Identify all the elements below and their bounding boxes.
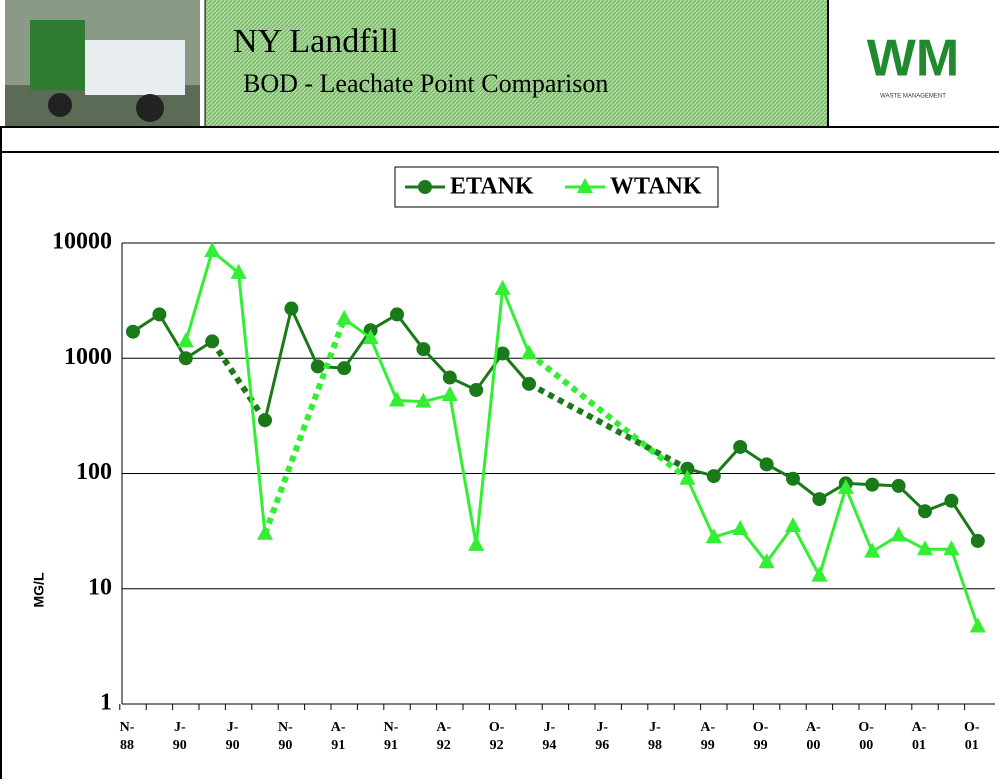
data-point: [230, 263, 247, 279]
data-point: [441, 385, 458, 401]
data-point: [918, 504, 932, 519]
header-band: [205, 0, 827, 126]
y-tick-label: 1: [100, 690, 112, 716]
wm-logo: WM WASTE MANAGEMENT: [833, 10, 993, 115]
legend-box: [394, 166, 719, 208]
data-point: [706, 469, 721, 484]
data-point: [521, 344, 537, 360]
gap-bridge: [209, 339, 268, 422]
x-tick-label: O-01: [964, 720, 980, 753]
data-point: [126, 324, 140, 339]
x-tick-label: A-91: [331, 720, 346, 753]
data-point: [152, 307, 167, 322]
data-point: [679, 469, 696, 485]
x-tick-label: J-94: [542, 720, 556, 753]
x-tick-label: N-90: [278, 720, 293, 753]
y-tick-label: 10: [88, 574, 112, 600]
x-tick-label: A-99: [700, 720, 715, 753]
data-point: [415, 392, 432, 408]
data-point: [205, 334, 220, 349]
x-tick-label: N-88: [120, 720, 135, 753]
y-tick-label: 1000: [64, 344, 112, 370]
logo-text: WM: [867, 30, 959, 88]
data-point: [257, 524, 273, 540]
data-point: [891, 478, 906, 493]
data-point: [890, 526, 907, 542]
data-point: [495, 346, 510, 361]
data-point: [468, 535, 485, 551]
data-point: [811, 566, 828, 582]
data-point: [362, 328, 379, 344]
gap-bridge: [262, 317, 348, 535]
title: NY Landfill: [233, 23, 399, 60]
data-point: [416, 342, 431, 357]
plot: 1 10 100 1000 10000 N-88 J-90 J-90 N-90 A-91 N-91 A…: [52, 229, 995, 753]
truck-logo: [5, 0, 200, 126]
data-point: [837, 478, 854, 494]
legend-marker: [418, 180, 432, 194]
x-tick-label: A-00: [806, 720, 821, 753]
data-point: [865, 477, 880, 492]
gap-bridge: [527, 351, 690, 482]
x-tick-label: J-96: [595, 720, 609, 753]
data-point: [705, 528, 722, 544]
x-tick-label: N-91: [384, 720, 399, 753]
data-point: [337, 361, 352, 376]
series-line: [132, 312, 214, 361]
data-point: [944, 493, 959, 508]
legend-label: WTANK: [610, 174, 702, 200]
data-point: [864, 542, 881, 558]
data-point: [284, 301, 299, 316]
x-tick-label: J-90: [226, 720, 240, 753]
subtitle: BOD - Leachate Point Comparison: [243, 69, 608, 98]
data-point: [758, 553, 775, 569]
x-tick-label: J-90: [173, 720, 187, 753]
data-point: [785, 517, 801, 533]
data-point: [733, 439, 748, 454]
x-tick-label: O-99: [753, 720, 769, 753]
x-tick-label: A-92: [436, 720, 451, 753]
data-point: [389, 391, 405, 407]
series-line: [343, 288, 531, 546]
legend-label: ETANK: [450, 174, 534, 200]
x-tick-label: O-00: [858, 720, 874, 753]
data-point: [258, 413, 272, 428]
data-point: [786, 471, 800, 486]
data-point: [390, 307, 404, 322]
logo-caption: WASTE MANAGEMENT: [880, 94, 946, 100]
data-point: [177, 332, 194, 348]
data-point: [943, 540, 960, 556]
y-axis-label: MG/L: [31, 572, 47, 607]
data-point: [732, 519, 749, 535]
gap-bridge: [527, 381, 689, 472]
x-tick-label: O-92: [489, 720, 505, 753]
y-tick-label: 10000: [52, 229, 112, 255]
data-point: [680, 461, 695, 476]
data-point: [969, 617, 986, 633]
series-line: [184, 248, 267, 534]
y-tick-label: 100: [76, 459, 112, 485]
data-point: [494, 279, 511, 295]
data-point: [759, 457, 774, 472]
data-point: [812, 492, 827, 507]
data-point: [469, 383, 484, 398]
data-point: [204, 242, 221, 258]
data-point: [522, 376, 536, 391]
data-point: [917, 540, 933, 556]
data-point: [442, 370, 457, 385]
data-point: [970, 533, 985, 548]
data-point: [336, 309, 353, 325]
x-tick-label: J-98: [648, 720, 662, 753]
data-point: [310, 359, 325, 374]
x-tick-label: A-01: [912, 720, 927, 753]
data-point: [178, 351, 193, 366]
legend-marker: [577, 178, 593, 193]
